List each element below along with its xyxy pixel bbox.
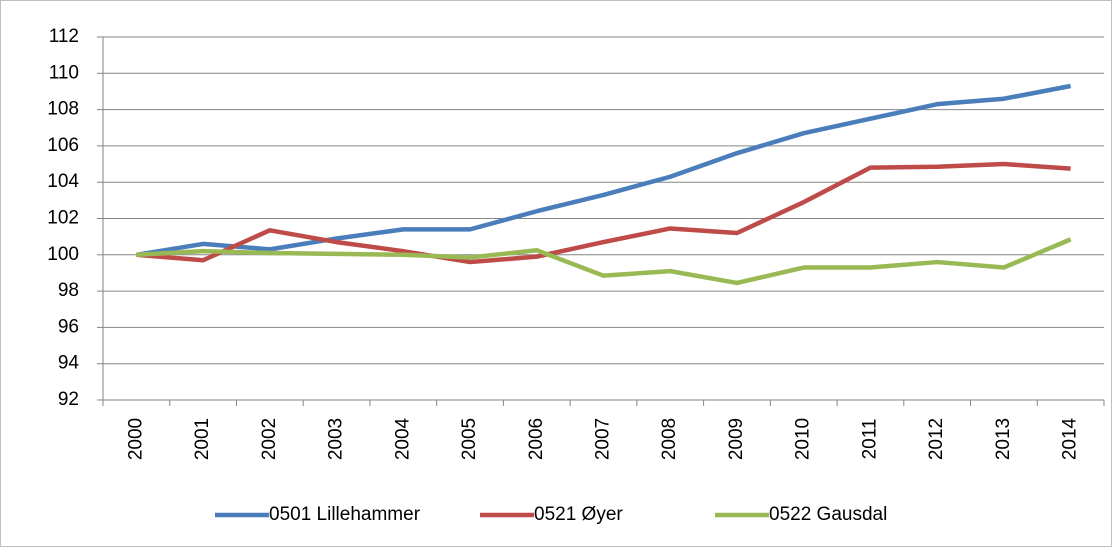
y-tick-label: 110 [49,62,79,83]
x-tick-label: 2014 [1060,417,1081,460]
series-line [136,83,1072,258]
x-tick-label: 2007 [593,418,614,460]
x-tick-label: 2013 [993,418,1014,460]
x-tick-label: 2010 [793,418,814,460]
y-tick-label: 92 [58,389,79,410]
x-tick-label: 2006 [526,418,547,460]
x-tick-label: 2009 [726,418,747,460]
legend-label: 0501 Lillehammer [269,504,421,525]
y-tick-label: 98 [58,280,79,301]
x-tick-label: 2003 [326,418,347,460]
x-tick-label: 2005 [459,418,480,460]
series-line [136,161,1071,265]
y-tick-label: 100 [47,244,79,265]
y-tick-label: 112 [49,26,79,47]
x-tick-label: 2012 [926,418,947,460]
x-tick-label: 2008 [659,418,680,460]
y-tick-label: 96 [58,316,79,337]
y-tick-label: 104 [47,171,79,192]
x-tick-label: 2002 [259,418,280,460]
x-tick-label: 2001 [192,418,213,460]
series-line [136,237,1072,286]
legend-label: 0522 Gausdal [769,504,887,525]
x-tick-label: 2004 [392,417,413,460]
x-tick-label: 2011 [859,419,880,460]
x-tick-label: 2000 [125,418,146,460]
y-tick-label: 102 [47,208,79,229]
y-tick-label: 94 [58,353,80,374]
legend-label: 0521 Øyer [534,504,623,525]
y-tick-label: 106 [47,135,79,156]
y-tick-label: 108 [47,99,79,120]
